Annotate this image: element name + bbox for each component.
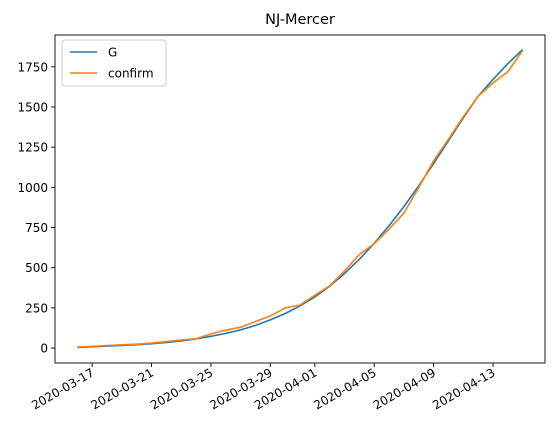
y-axis: 0 250 500 750 1000 1250 1500 1750 — [17, 60, 55, 356]
y-tick-label: 1250 — [17, 141, 48, 155]
legend-label-confirm: confirm — [108, 67, 154, 81]
chart-title: NJ-Mercer — [265, 12, 335, 28]
y-tick-label: 1750 — [17, 60, 48, 74]
series-layer — [77, 48, 524, 349]
x-tick-label: 2020-03-17 — [29, 365, 96, 412]
x-tick-label: 2020-04-13 — [430, 365, 497, 412]
y-tick-label: 250 — [25, 301, 48, 315]
plot-frame — [54, 34, 546, 364]
x-tick-label: 2020-04-09 — [371, 365, 438, 412]
y-tick-label: 750 — [25, 221, 48, 235]
y-tick-label: 1000 — [17, 181, 48, 195]
y-tick-label: 500 — [25, 261, 48, 275]
series-line-confirm — [77, 49, 524, 348]
x-tick-label: 2020-03-21 — [89, 365, 156, 412]
y-tick-label: 0 — [40, 342, 48, 356]
x-axis: 2020-03-172020-03-212020-03-252020-03-29… — [29, 363, 498, 412]
series-line-G — [77, 48, 524, 349]
y-tick-label: 1500 — [17, 100, 48, 114]
x-tick-label: 2020-03-25 — [148, 365, 215, 412]
legend-label-G: G — [108, 46, 117, 60]
x-tick-label: 2020-04-05 — [311, 365, 378, 412]
